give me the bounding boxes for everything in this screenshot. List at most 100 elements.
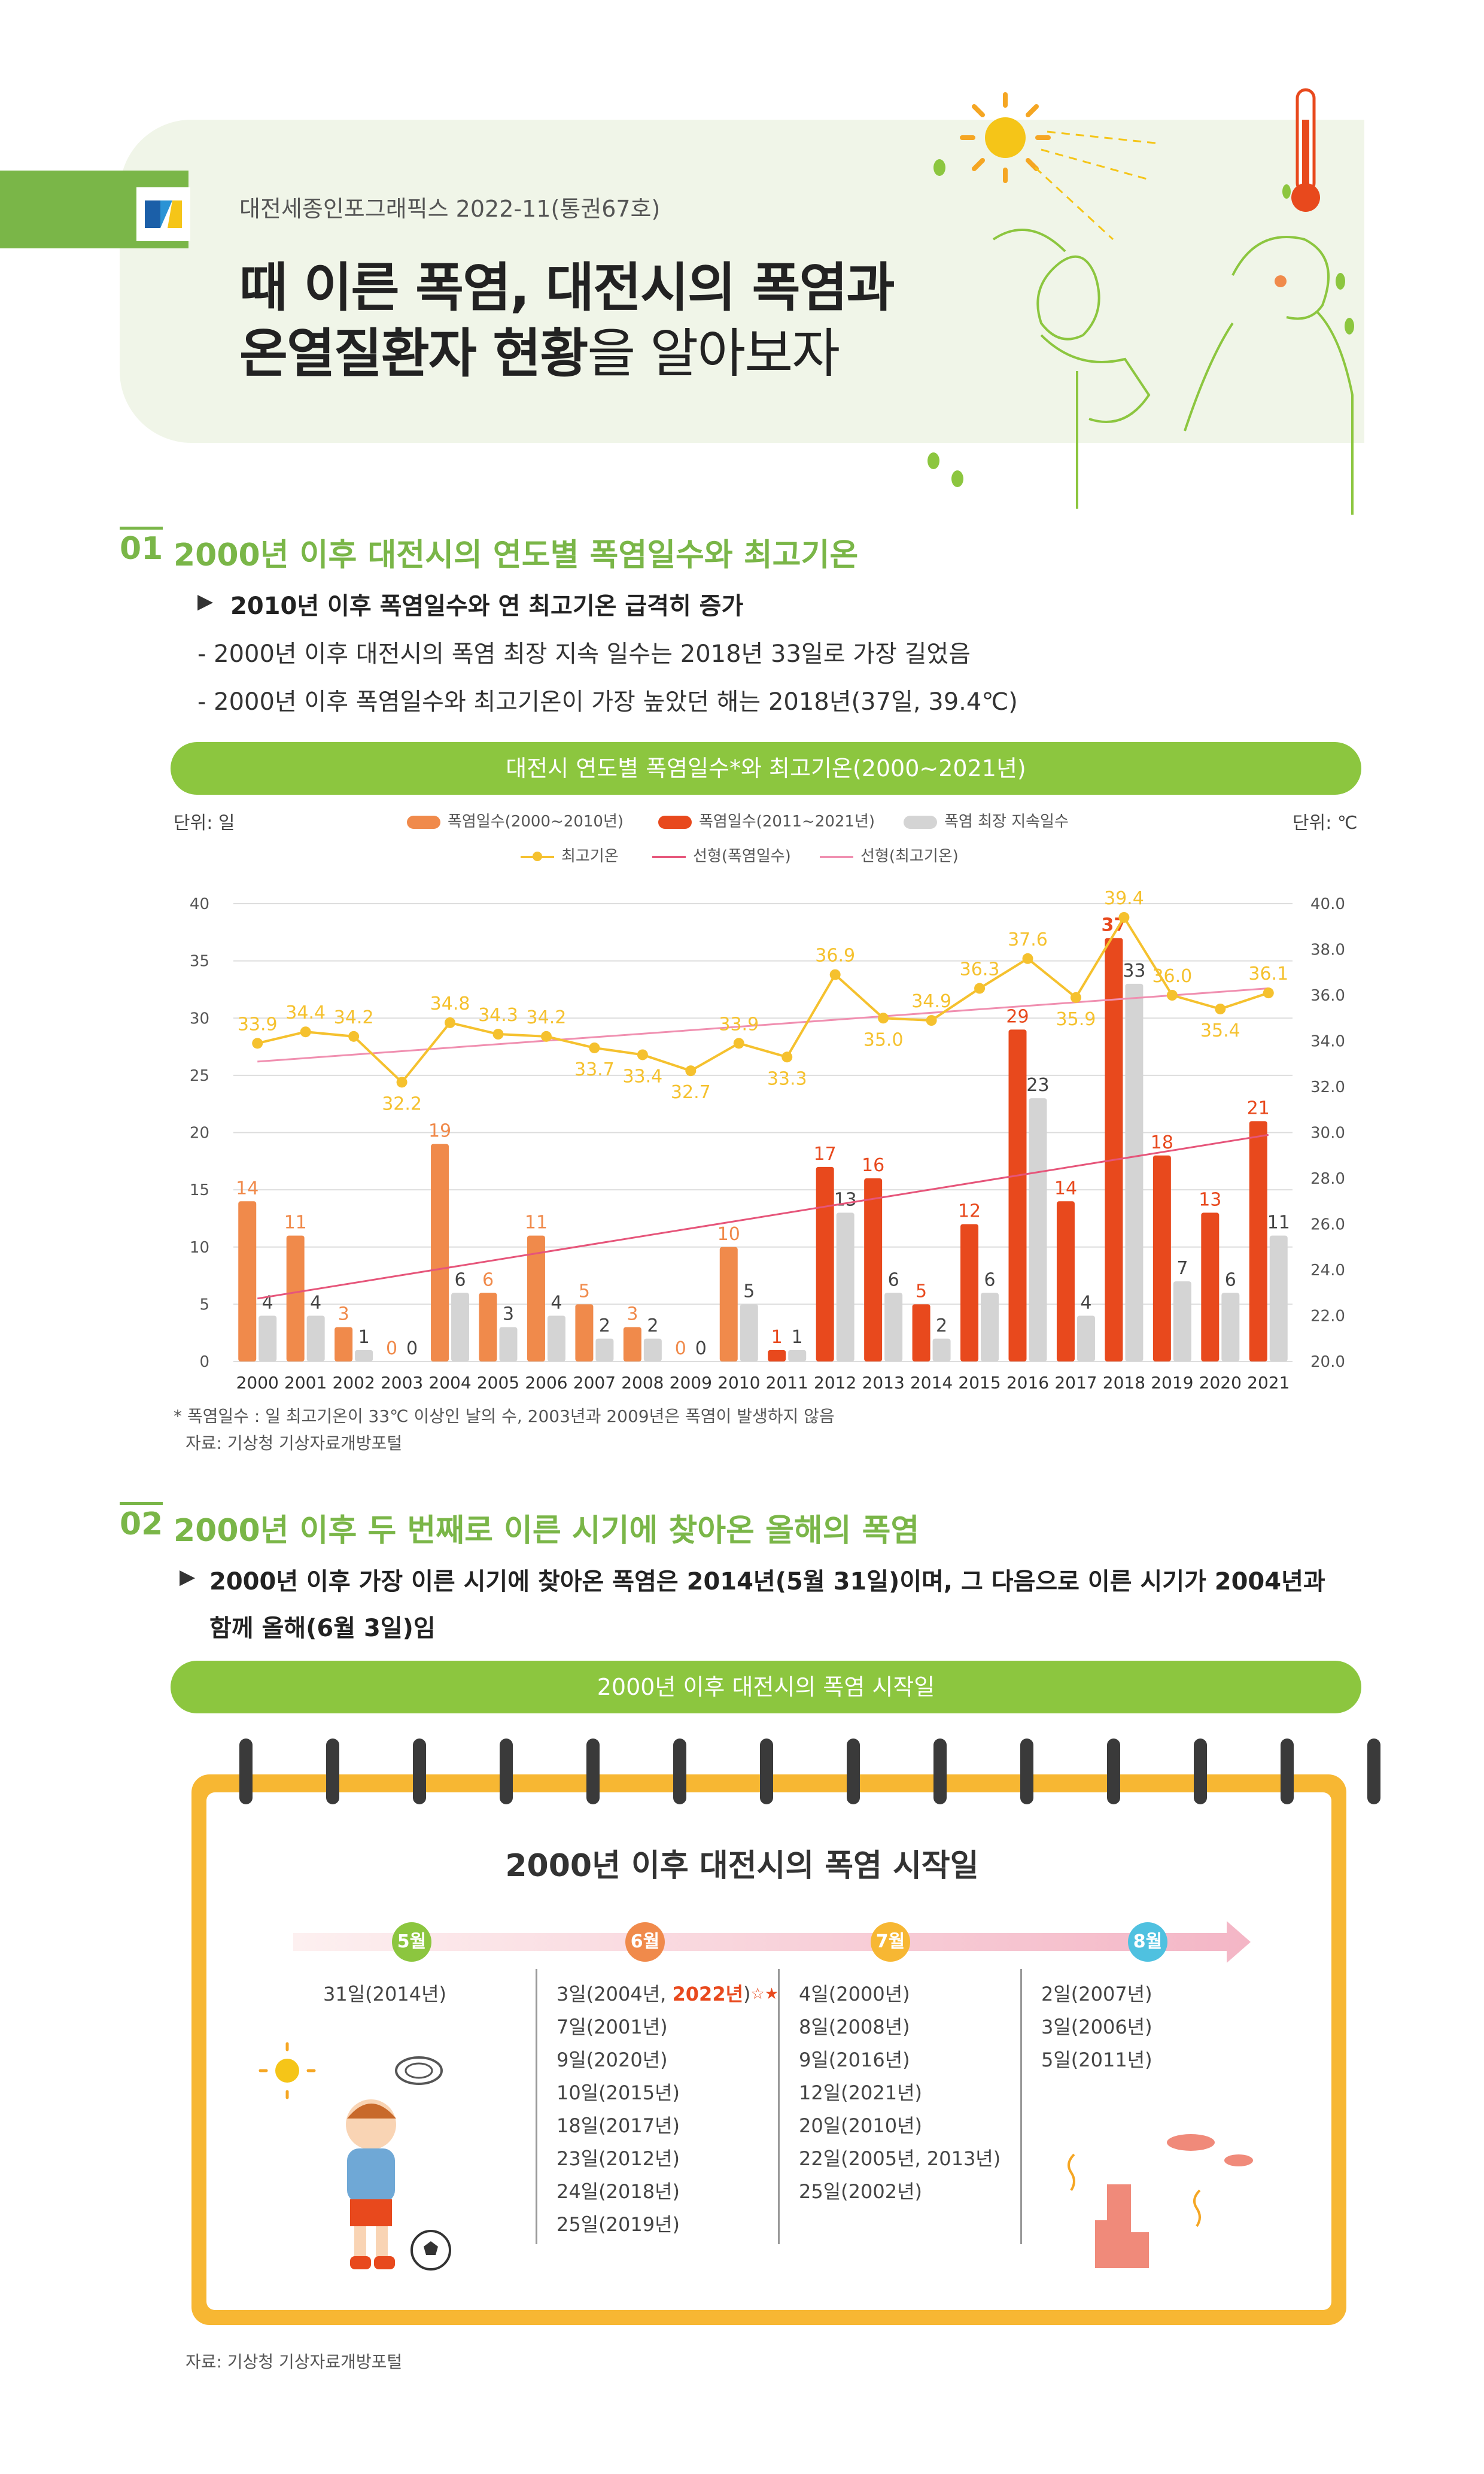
bar-heatwave-days <box>1152 1155 1171 1361</box>
bar-label-days: 0 <box>386 1338 397 1359</box>
max-temp-label: 32.2 <box>382 1093 422 1114</box>
date-entry: 7일(2001년) <box>556 2016 668 2038</box>
max-temp-label: 33.9 <box>719 1014 759 1035</box>
x-tick-label: 2012 <box>814 1373 856 1393</box>
bar-label-days: 21 <box>1247 1098 1270 1119</box>
section2-bullet-line1: 2000년 이후 가장 이른 시기에 찾아온 폭염은 2014년(5월 31일)… <box>209 1568 1325 1595</box>
bar-label-days: 3 <box>627 1304 638 1325</box>
calendar-source: 자료: 기상청 기상자료개방포털 <box>186 2352 403 2372</box>
x-tick-label: 2018 <box>1103 1373 1145 1393</box>
column-divider <box>536 1969 537 2244</box>
max-temp-label: 36.0 <box>1152 966 1192 987</box>
bar-label-days: 1 <box>771 1327 783 1348</box>
y-right-tick-label: 26.0 <box>1310 1216 1345 1234</box>
unit-left-label: 단위: 일 <box>174 813 235 834</box>
date-entry: 10일(2015년) <box>556 2081 680 2104</box>
bar-label-longest: 4 <box>310 1293 321 1314</box>
y-left-tick-label: 35 <box>190 953 209 971</box>
legend-swatch-temp <box>521 851 554 861</box>
y-left-tick-label: 30 <box>190 1010 209 1028</box>
date-entry: 22일(2005년, 2013년) <box>799 2147 1001 2170</box>
calendar-ring <box>1107 1739 1120 1804</box>
y-left-tick-label: 0 <box>199 1353 209 1371</box>
bar-longest-streak <box>451 1293 470 1361</box>
max-temp-label: 33.9 <box>238 1014 278 1035</box>
calendar-ring <box>933 1739 947 1804</box>
max-temp-point <box>589 1042 600 1053</box>
page-title-line2: 온열질환자 현황을 알아보자 <box>239 311 840 387</box>
calendar-ring <box>326 1739 339 1804</box>
chart-header-pill: 대전시 연도별 폭염일수*와 최고기온(2000~2021년) <box>171 742 1361 795</box>
bar-heatwave-days <box>912 1304 930 1361</box>
legend-bar-early: 폭염일수(2000~2010년) <box>407 809 624 831</box>
bar-heatwave-days <box>238 1201 257 1361</box>
bar-heatwave-days <box>286 1235 305 1361</box>
calendar-ring <box>847 1739 860 1804</box>
soccer-ball-icon <box>410 2230 451 2271</box>
max-temp-point <box>396 1077 408 1088</box>
small-sun-icon <box>259 2042 316 2099</box>
heat-person-illustration <box>928 88 1354 515</box>
x-tick-label: 2002 <box>333 1373 375 1393</box>
bar-longest-streak <box>788 1350 807 1361</box>
bar-longest-streak <box>355 1350 373 1361</box>
bar-longest-streak <box>1173 1281 1191 1361</box>
max-temp-point <box>637 1049 648 1060</box>
bar-heatwave-days <box>864 1178 883 1361</box>
bar-label-days: 18 <box>1151 1132 1173 1153</box>
bar-longest-streak <box>884 1293 903 1361</box>
legend-label-trend-temp: 선형(최고기온) <box>860 847 959 865</box>
legend-trend-temp: 선형(최고기온) <box>820 844 959 866</box>
x-tick-label: 2004 <box>428 1373 471 1393</box>
bar-heatwave-days <box>431 1144 449 1361</box>
legend-bar-longest: 폭염 최장 지속일수 <box>904 809 1069 831</box>
max-temp-label: 34.4 <box>285 1002 326 1023</box>
column-divider <box>1020 1969 1022 2244</box>
bar-longest-streak <box>595 1338 614 1361</box>
max-temp-label: 34.8 <box>430 993 470 1014</box>
max-temp-point <box>300 1026 311 1038</box>
chart-footnote: * 폭염일수 : 일 최고기온이 33℃ 이상인 날의 수, 2003년과 20… <box>174 1406 835 1426</box>
bar-longest-streak <box>306 1315 325 1361</box>
bar-longest-streak <box>643 1338 662 1361</box>
calendar-ring <box>760 1739 773 1804</box>
max-temp-point <box>878 1013 889 1024</box>
bar-label-longest: 7 <box>1176 1258 1188 1279</box>
x-tick-label: 2000 <box>236 1373 279 1393</box>
bar-label-longest: 6 <box>888 1269 899 1290</box>
date-entry: 8일(2008년) <box>799 2016 910 2038</box>
date-entry: 3일(2006년) <box>1041 2016 1152 2038</box>
x-tick-label: 2010 <box>717 1373 760 1393</box>
max-temp-point <box>974 983 986 994</box>
unit-right-label: 단위: ℃ <box>1293 813 1358 834</box>
max-temp-point <box>1070 992 1081 1003</box>
section1-title: 2000년 이후 대전시의 연도별 폭염일수와 최고기온 <box>174 537 859 573</box>
bar-longest-streak <box>1076 1315 1095 1361</box>
bar-heatwave-days <box>816 1166 834 1361</box>
publisher-logo <box>136 187 190 241</box>
bar-label-days: 5 <box>579 1281 590 1302</box>
bar-heatwave-days <box>334 1327 353 1361</box>
bar-longest-streak <box>836 1212 854 1361</box>
tired-child-illustration <box>259 2042 451 2271</box>
x-tick-label: 2017 <box>1054 1373 1097 1393</box>
date-entry: 18일(2017년) <box>556 2114 680 2137</box>
legend-swatch-trend-temp <box>820 855 853 858</box>
y-right-tick-label: 24.0 <box>1310 1262 1345 1279</box>
bar-label-days: 5 <box>916 1281 927 1302</box>
x-tick-label: 2020 <box>1199 1373 1242 1393</box>
y-right-tick-label: 28.0 <box>1310 1170 1345 1188</box>
max-temp-point <box>252 1038 263 1049</box>
calendar-ring <box>239 1739 253 1804</box>
legend-label-longest: 폭염 최장 지속일수 <box>944 813 1069 831</box>
bar-heatwave-days <box>719 1247 738 1361</box>
x-tick-label: 2001 <box>284 1373 327 1393</box>
page-title-line1: 때 이른 폭염, 대전시의 폭염과 <box>239 257 895 318</box>
bar-label-days: 11 <box>525 1212 548 1233</box>
bar-longest-streak <box>1125 983 1144 1361</box>
max-temp-point <box>1263 987 1274 999</box>
triangle-bullet-icon-2: ▶ <box>180 1565 196 1589</box>
max-temp-point <box>1215 1003 1226 1014</box>
date-prefix: 3일(2004년, <box>556 1983 673 2005</box>
bar-heatwave-days <box>1201 1212 1220 1361</box>
